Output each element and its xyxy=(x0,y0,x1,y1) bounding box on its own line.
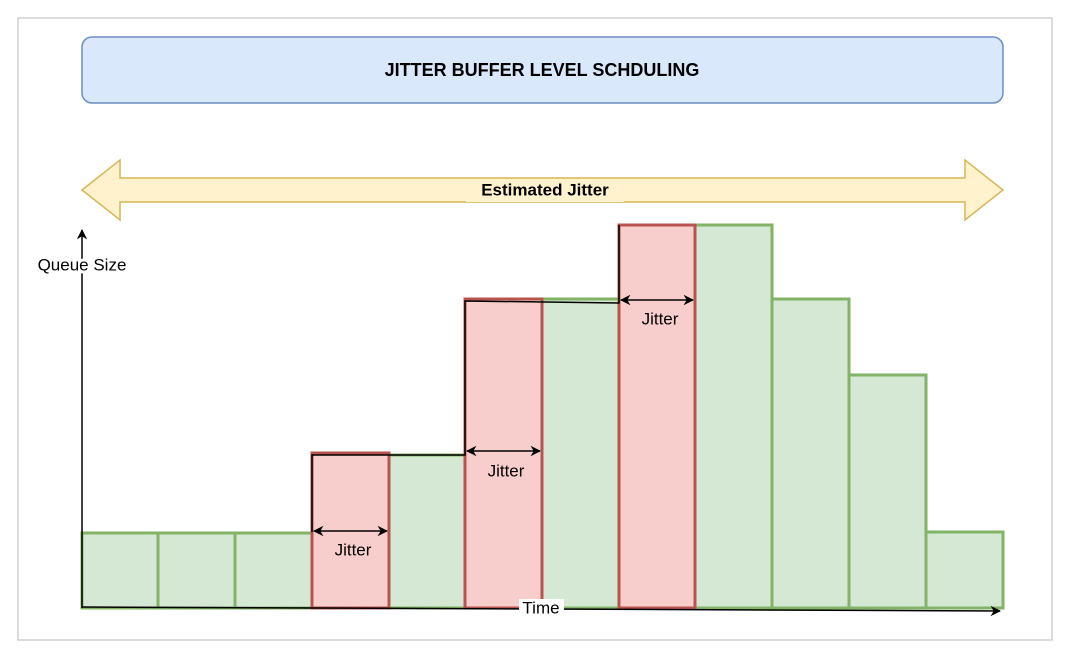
title-box xyxy=(81,36,1004,104)
jitter-label: Jitter xyxy=(642,309,679,328)
bar xyxy=(693,223,774,610)
x-axis-label-bg xyxy=(519,599,564,618)
bar xyxy=(924,530,1005,610)
bar xyxy=(156,531,237,610)
bar xyxy=(770,297,851,610)
bar xyxy=(540,297,621,610)
bar xyxy=(233,531,314,610)
bar xyxy=(847,373,928,610)
bar xyxy=(387,453,467,610)
x-axis-label: Time xyxy=(522,598,559,617)
bar xyxy=(80,531,160,610)
jitter-bar xyxy=(463,297,544,610)
jitter-bar xyxy=(617,223,697,610)
range-label-bg xyxy=(466,180,624,202)
level-line xyxy=(311,225,620,532)
jitter-label: Jitter xyxy=(488,461,525,480)
title: JITTER BUFFER LEVEL SCHDULING xyxy=(385,60,700,80)
jitter-label: Jitter xyxy=(335,540,372,559)
y-axis-label: Queue Size xyxy=(38,255,127,274)
bars xyxy=(80,223,1005,610)
range-label: Estimated Jitter xyxy=(481,180,609,199)
